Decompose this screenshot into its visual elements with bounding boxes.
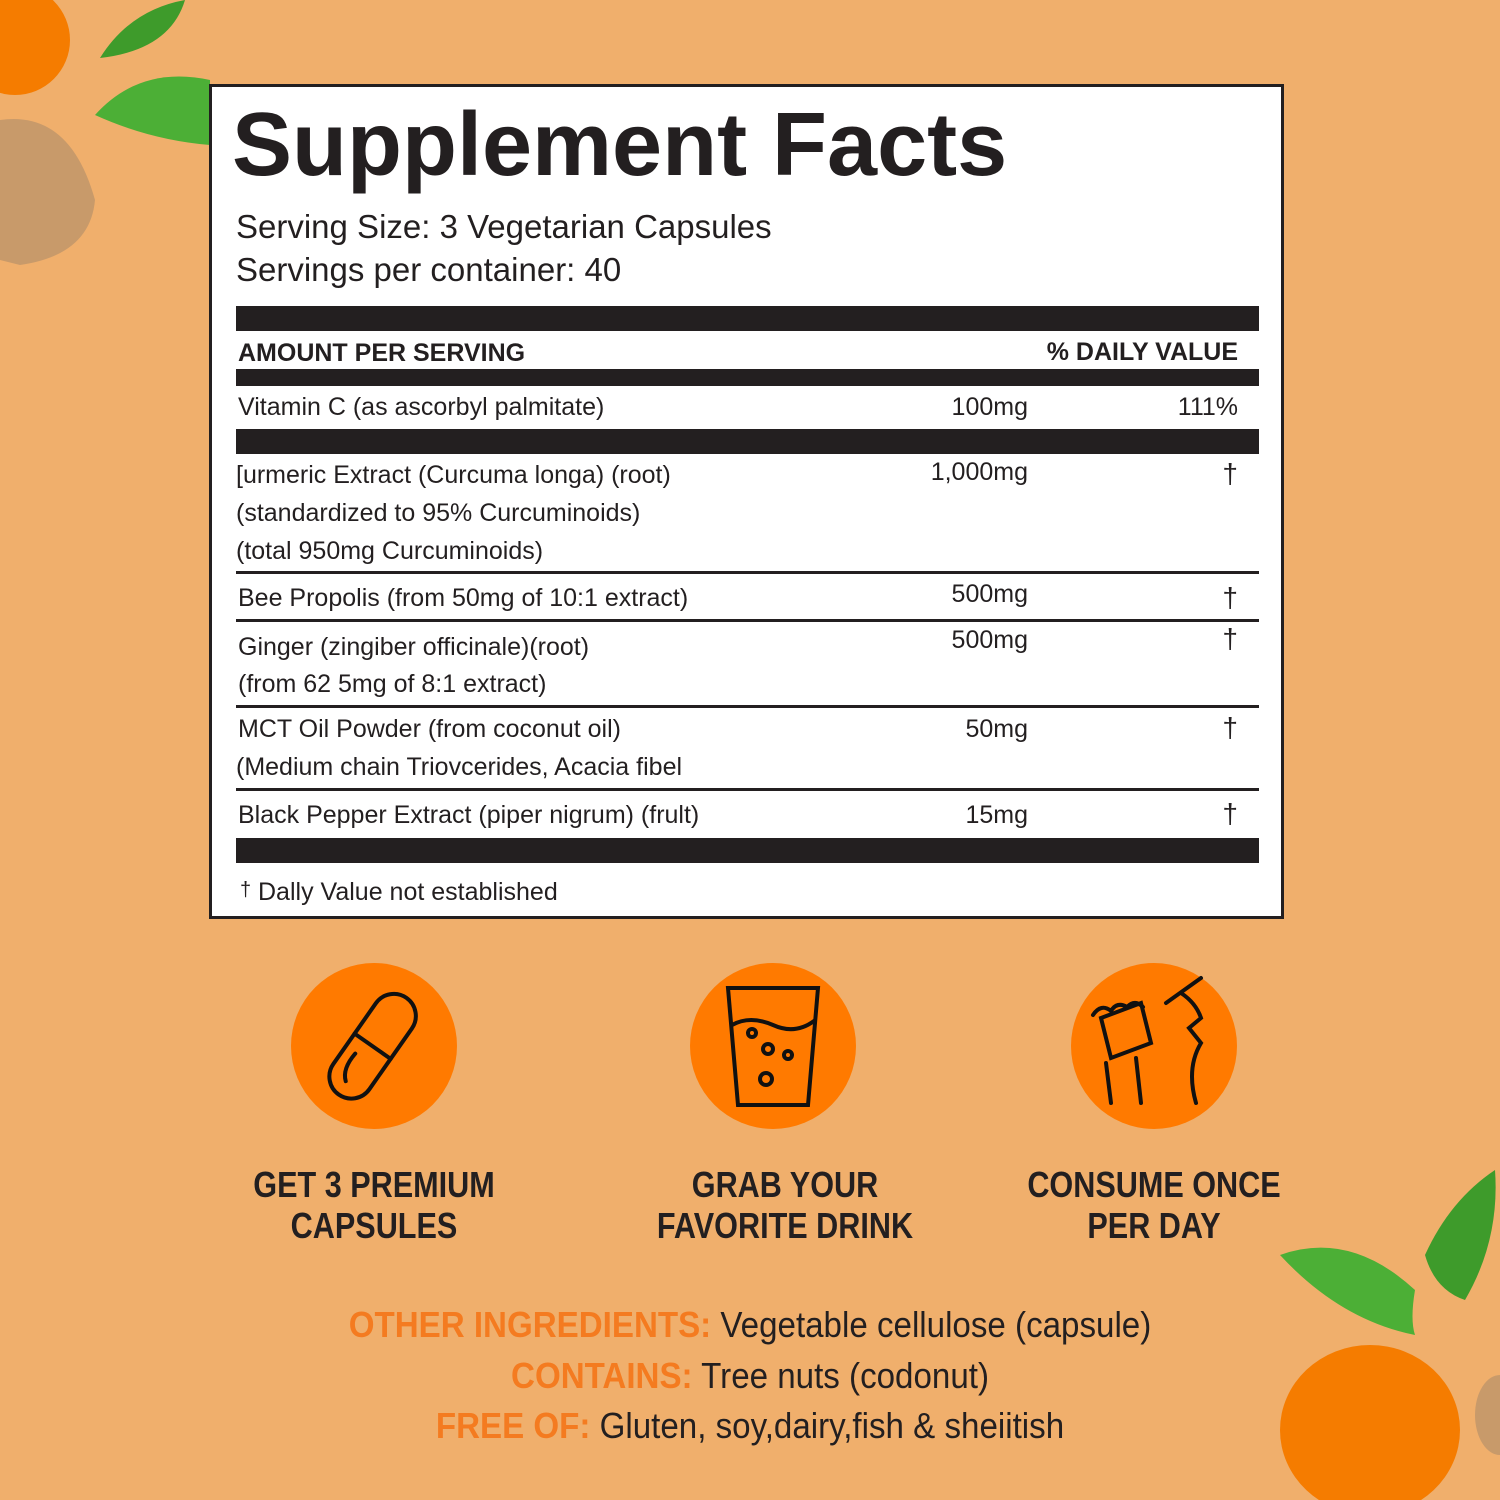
divider-thick: [236, 369, 1259, 386]
row-amount: 15mg: [965, 801, 1028, 829]
row-name-line: (total 950mg Curcuminoids): [236, 537, 544, 565]
footnote: Dally Value not established: [258, 878, 558, 906]
free-of-label: FREE OF:: [435, 1405, 591, 1446]
footnote-dagger: †: [240, 879, 252, 901]
row-name: [urmeric Extract (Curcuma longa) (root): [236, 461, 671, 489]
row-dv-dagger: †: [1222, 712, 1238, 743]
header-daily-value: % DAILY VALUE: [1046, 338, 1238, 366]
row-amount: 500mg: [951, 626, 1028, 654]
step-caption-capsules: GET 3 PREMIUM CAPSULES: [204, 1164, 544, 1246]
serving-size: Serving Size: 3 Vegetarian Capsules: [236, 208, 772, 245]
divider-thick: [236, 306, 1259, 331]
contains: CONTAINS: Tree nuts (codonut): [60, 1358, 1440, 1394]
divider: [236, 705, 1259, 708]
row-dv-dagger: †: [1222, 623, 1238, 654]
contains-value: Tree nuts (codonut): [692, 1355, 989, 1396]
divider: [236, 788, 1259, 791]
row-amount: 500mg: [951, 580, 1028, 608]
turmeric-leaves-decoration-bottom-right: [1280, 1170, 1500, 1500]
row-name: MCT Oil Powder (from coconut oil): [238, 715, 621, 743]
step-line: GET 3 PREMIUM: [253, 1164, 495, 1205]
step-caption-daily: CONSUME ONCE PER DAY: [984, 1164, 1324, 1246]
divider: [236, 619, 1259, 622]
row-dv: 111%: [1177, 393, 1238, 421]
row-dv-dagger: †: [1222, 798, 1238, 829]
step-line: FAVORITE DRINK: [656, 1205, 914, 1246]
step-line: CAPSULES: [290, 1205, 458, 1246]
divider-thick: [236, 429, 1259, 454]
row-amount: 1,000mg: [930, 458, 1028, 486]
contains-label: CONTAINS:: [511, 1355, 693, 1396]
label-title: Supplement Facts: [232, 95, 1008, 195]
row-dv-dagger: †: [1222, 582, 1238, 613]
free-of-value: Gluten, soy,dairy,fish & sheiitish: [590, 1405, 1065, 1446]
row-name: Vitamin C (as ascorbyl palmitate): [238, 393, 605, 421]
header-amount-per-serving: AMOUNT PER SERVING: [238, 339, 526, 367]
step-line: GRAB YOUR: [691, 1164, 879, 1205]
other-ingredients-value: Vegetable cellulose (capsule): [711, 1304, 1152, 1345]
row-amount: 100mg: [951, 393, 1028, 421]
other-ingredients-label: OTHER INGREDIENTS:: [348, 1304, 712, 1345]
turmeric-leaves-decoration-top-left: [0, 0, 210, 265]
other-ingredients: OTHER INGREDIENTS: Vegetable cellulose (…: [60, 1307, 1440, 1343]
row-name-line: (from 62 5mg of 8:1 extract): [238, 670, 547, 698]
row-dv-dagger: †: [1222, 458, 1238, 489]
free-of: FREE OF: Gluten, soy,dairy,fish & sheiit…: [60, 1408, 1440, 1444]
row-name: Bee Propolis (from 50mg of 10:1 extract): [238, 584, 689, 612]
row-name: Ginger (zingiber officinale)(root): [238, 633, 590, 661]
step-line: PER DAY: [1087, 1205, 1221, 1246]
divider-thick: [236, 838, 1259, 863]
supplement-facts-label: [209, 84, 1284, 919]
step-caption-drink: GRAB YOUR FAVORITE DRINK: [615, 1164, 955, 1246]
row-name: Black Pepper Extract (piper nigrum) (fru…: [238, 801, 700, 829]
capsule-icon: [291, 963, 457, 1129]
step-line: CONSUME ONCE: [1027, 1164, 1281, 1205]
row-name-line: (standardized to 95% Curcuminoids): [236, 499, 641, 527]
row-amount: 50mg: [965, 715, 1028, 743]
drink-glass-icon: [690, 963, 856, 1129]
divider: [236, 571, 1259, 574]
servings-per-container: Servings per container: 40: [236, 251, 622, 288]
row-name-line: (Medium chain Triovcerides, Acacia fibel: [236, 753, 683, 781]
take-capsule-icon: [1071, 963, 1237, 1129]
